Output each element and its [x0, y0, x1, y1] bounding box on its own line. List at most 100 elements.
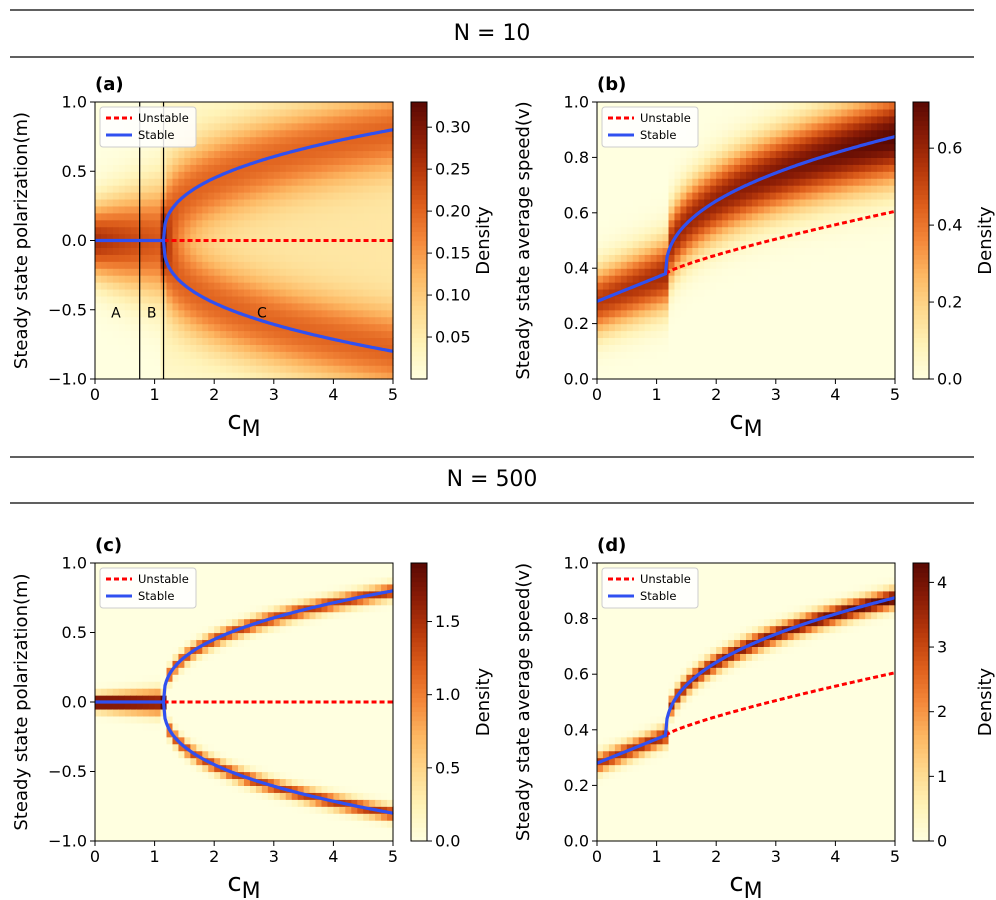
heatmap-cell: [196, 778, 203, 786]
heatmap-cell: [160, 750, 168, 759]
heatmap-cell: [95, 653, 102, 661]
heatmap-cell: [148, 358, 156, 366]
heatmap-cell: [680, 212, 687, 221]
heatmap-cell: [118, 164, 126, 172]
heatmap-cell: [154, 827, 162, 835]
heatmap-cell: [686, 171, 693, 179]
heatmap-cell: [238, 136, 245, 145]
heatmap-cell: [232, 192, 239, 200]
heatmap-cell: [674, 309, 682, 318]
heatmap-cell: [763, 372, 771, 380]
heatmap-cell: [351, 316, 358, 325]
heatmap-cell: [178, 722, 185, 731]
heatmap-cell: [674, 337, 682, 345]
heatmap-cell: [865, 365, 872, 373]
heatmap-cell: [710, 344, 717, 352]
heatmap-cell: [728, 205, 735, 214]
heatmap-cell: [757, 365, 765, 373]
heatmap-cell: [106, 667, 114, 675]
heatmap-cell: [375, 102, 382, 110]
heatmap-cell: [249, 365, 257, 373]
heatmap-cell: [746, 164, 753, 172]
heatmap-cell: [238, 372, 245, 380]
heatmap-cell: [746, 302, 753, 311]
heatmap-cell: [716, 157, 723, 165]
heatmap-cell: [686, 185, 693, 193]
heatmap-cell: [124, 771, 132, 780]
heatmap-cell: [130, 827, 138, 835]
heatmap-cell: [751, 212, 759, 221]
heatmap-cell: [823, 288, 831, 297]
heatmap-cell: [130, 226, 138, 235]
heatmap-cell: [95, 799, 102, 807]
heatmap-cell: [787, 240, 795, 249]
heatmap-cell: [757, 344, 765, 352]
heatmap-cell: [172, 164, 180, 172]
heatmap-cell: [632, 309, 640, 318]
heatmap-cell: [220, 108, 227, 117]
heatmap-cell: [118, 674, 126, 682]
heatmap-cell: [805, 226, 813, 235]
heatmap-cell: [106, 254, 114, 262]
heatmap-cell: [632, 302, 640, 311]
heatmap-cell: [118, 813, 126, 821]
heatmap-cell: [226, 330, 233, 339]
heatmap-cell: [381, 129, 388, 138]
heatmap-cell: [644, 309, 652, 318]
heatmap-cell: [154, 722, 162, 731]
heatmap-cell: [112, 653, 120, 661]
heatmap-cell: [859, 178, 866, 186]
heatmap-cell: [291, 337, 299, 345]
heatmap-cell: [781, 157, 789, 165]
heatmap-cell: [118, 625, 126, 634]
heatmap-cell: [835, 115, 842, 124]
heatmap-cell: [883, 365, 890, 373]
heatmap-cell: [112, 288, 120, 297]
heatmap-cell: [249, 150, 257, 158]
heatmap-cell: [751, 295, 759, 304]
heatmap-cell: [297, 143, 305, 152]
heatmap-cell: [686, 302, 693, 311]
heatmap-cell: [375, 171, 382, 179]
heatmap-cell: [178, 358, 185, 366]
heatmap-cell: [787, 316, 795, 325]
heatmap-cell: [740, 171, 747, 179]
heatmap-cell: [632, 164, 640, 172]
heatmap-cell: [889, 261, 896, 269]
heatmap-cell: [190, 358, 197, 366]
heatmap-cell: [154, 708, 162, 717]
heatmap-cell: [357, 122, 364, 131]
heatmap-cell: [154, 261, 162, 269]
heatmap-cell: [273, 178, 281, 186]
heatmap-cell: [775, 261, 783, 269]
heatmap-cell: [154, 337, 162, 345]
heatmap-cell: [692, 150, 699, 158]
heatmap-cell: [626, 157, 634, 165]
heatmap-cell: [196, 757, 203, 766]
heatmap-cell: [799, 219, 807, 228]
heatmap-cell: [883, 323, 890, 332]
heatmap-cell: [799, 240, 807, 249]
heatmap-cell: [656, 226, 664, 235]
heatmap-cell: [787, 323, 795, 332]
heatmap-cell: [763, 295, 771, 304]
heatmap-cell: [769, 192, 777, 200]
heatmap-cell: [226, 233, 233, 242]
heatmap-cell: [357, 150, 364, 158]
heatmap-cell: [95, 563, 102, 571]
heatmap-cell: [668, 185, 676, 193]
heatmap-cell: [632, 185, 640, 193]
heatmap-cell: [704, 157, 711, 165]
heatmap-cell: [184, 344, 191, 352]
heatmap-cell: [716, 330, 723, 339]
heatmap-cell: [118, 275, 126, 283]
heatmap-cell: [859, 115, 866, 124]
heatmap-cell: [823, 164, 831, 172]
heatmap-cell: [698, 247, 705, 255]
heatmap-cell: [226, 240, 233, 249]
heatmap-cell: [704, 247, 711, 255]
colorbar-segment: [913, 152, 929, 158]
heatmap-cell: [273, 108, 281, 117]
stable-curve: [596, 135, 896, 303]
heatmap-cell: [656, 309, 664, 318]
